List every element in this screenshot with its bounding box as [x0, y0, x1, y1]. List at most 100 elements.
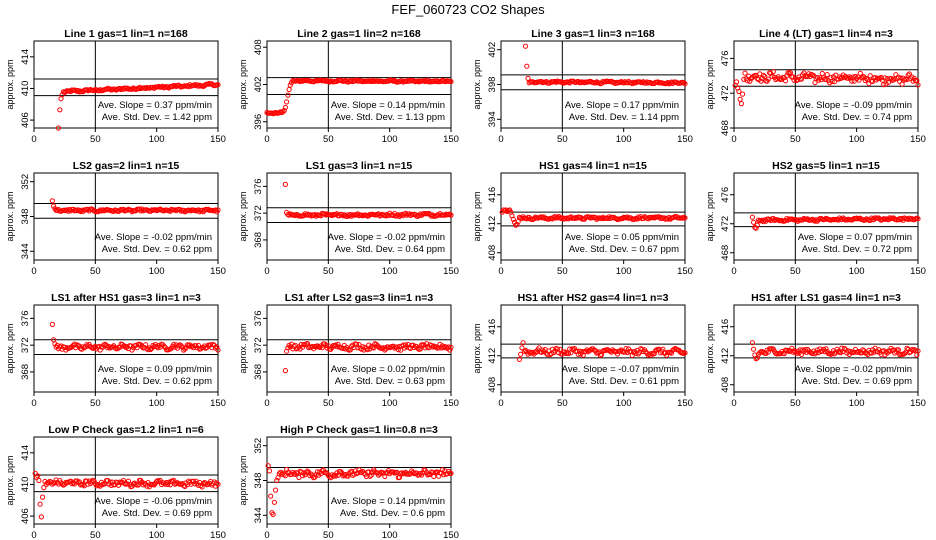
data-point [91, 478, 97, 484]
y-tick-label: 368 [253, 232, 264, 248]
data-point [514, 221, 520, 228]
data-point [749, 214, 756, 220]
std-dev-annotation: Ave. Std. Dev. = 0.61 ppm [569, 376, 679, 387]
data-point [80, 482, 86, 488]
data-point [363, 346, 369, 352]
data-point [742, 70, 748, 76]
y-tick-label: 372 [20, 337, 31, 353]
data-point [285, 92, 291, 98]
y-tick-label: 476 [720, 187, 731, 203]
data-point [270, 511, 276, 518]
data-point [35, 473, 41, 479]
x-tick-label: 100 [382, 134, 398, 145]
data-point [49, 321, 56, 327]
std-dev-annotation: Ave. Std. Dev. = 1.13 ppm [335, 112, 445, 123]
data-point [738, 101, 745, 107]
y-tick-label: 472 [720, 216, 731, 232]
panel-7: HS1 gas=4 lin=1 n=15 0 50 100 150 408 412 416 ap… [472, 160, 693, 277]
panel-2: Line 2 gas=1 lin=2 n=168 0 50 100 150 396 402 4… [238, 28, 459, 145]
data-point [682, 215, 688, 221]
data-point [443, 344, 449, 350]
data-point [368, 78, 374, 85]
data-point [801, 70, 807, 76]
x-tick-label: 150 [677, 398, 693, 409]
x-tick-label: 50 [323, 266, 334, 277]
data-point [433, 344, 439, 350]
data-point [749, 340, 756, 346]
data-point [824, 72, 830, 78]
data-point [285, 345, 291, 351]
data-point [765, 76, 771, 82]
std-dev-annotation: Ave. Std. Dev. = 0.63 ppm [335, 376, 445, 387]
data-point [882, 75, 888, 81]
data-point [51, 203, 57, 209]
data-point [915, 348, 921, 354]
std-dev-annotation: Ave. Std. Dev. = 0.62 ppm [102, 244, 212, 255]
data-point [265, 463, 271, 469]
y-tick-label: 352 [20, 174, 31, 190]
data-point [178, 343, 184, 349]
data-point [304, 468, 311, 474]
slope-annotation: Ave. Slope = 0.09 ppm/min [98, 364, 212, 375]
data-point [867, 73, 873, 79]
x-tick-label: 150 [443, 134, 459, 145]
panel-1: Line 1 gas=1 lin=1 n=168 0 50 100 150 406 410 4… [5, 28, 226, 145]
data-point [769, 73, 775, 79]
data-point [510, 216, 516, 222]
panel-5: LS2 gas=2 lin=1 n=15 0 50 100 150 344 348 352 ap… [5, 160, 226, 277]
slope-annotation: Ave. Slope = 0.07 ppm/min [798, 232, 912, 243]
panel-8: HS2 gas=5 lin=1 n=15 0 50 100 150 468 472 476 ap… [705, 160, 926, 277]
y-axis-label: approx. ppm [238, 323, 248, 373]
slope-annotation: Ave. Slope = 0.14 ppm/min [331, 496, 445, 507]
data-point [107, 86, 113, 92]
data-point [621, 80, 627, 86]
data-point [281, 471, 287, 477]
data-point [770, 69, 776, 75]
data-point [651, 351, 657, 357]
y-tick-label: 348 [20, 209, 31, 225]
slope-annotation: Ave. Slope = -0.06 ppm/min [95, 496, 212, 507]
panel-title: HS1 after LS1 gas=4 lin=1 n=3 [751, 292, 901, 304]
x-tick-label: 50 [790, 134, 801, 145]
y-axis-label: approx. ppm [5, 455, 15, 505]
y-axis-label: approx. ppm [238, 59, 248, 109]
panel-title: Line 3 gas=1 lin=3 n=168 [531, 28, 655, 40]
data-point [338, 469, 344, 475]
panel-title: Line 2 gas=1 lin=2 n=168 [297, 28, 421, 40]
data-point [592, 80, 599, 86]
data-point [38, 514, 45, 520]
data-point [36, 477, 42, 484]
data-point [753, 225, 759, 231]
std-dev-annotation: Ave. Std. Dev. = 0.62 ppm [102, 376, 212, 387]
y-tick-label: 468 [720, 120, 731, 136]
slope-annotation: Ave. Slope = 0.37 ppm/min [98, 100, 212, 111]
data-point [120, 477, 127, 484]
data-point [97, 347, 103, 353]
plot-frame [500, 304, 686, 393]
y-axis-label: approx. ppm [472, 191, 482, 241]
data-point [302, 472, 308, 478]
y-axis-label: approx. ppm [705, 191, 715, 241]
data-point [282, 368, 288, 374]
data-point [859, 75, 865, 81]
data-point [367, 473, 373, 479]
x-tick-label: 150 [443, 530, 459, 540]
data-point [94, 483, 100, 489]
y-tick-label: 408 [253, 39, 264, 55]
panel-title: Line 1 gas=1 lin=1 n=168 [64, 28, 188, 40]
x-tick-label: 0 [731, 134, 736, 145]
std-dev-annotation: Ave. Std. Dev. = 0.72 ppm [802, 244, 912, 255]
x-tick-label: 150 [443, 398, 459, 409]
plot-frame [33, 40, 219, 129]
panel-title: Low P Check gas=1.2 lin=1 n=6 [48, 424, 203, 436]
panel-3: Line 3 gas=1 lin=3 n=168 0 50 100 150 394 398 4… [472, 28, 693, 145]
data-point [754, 222, 760, 228]
x-tick-label: 50 [323, 398, 334, 409]
data-point [736, 88, 742, 95]
data-point [906, 71, 913, 77]
data-point [214, 344, 220, 350]
y-tick-label: 344 [253, 507, 264, 523]
data-point [280, 109, 286, 115]
x-tick-label: 50 [90, 398, 101, 409]
